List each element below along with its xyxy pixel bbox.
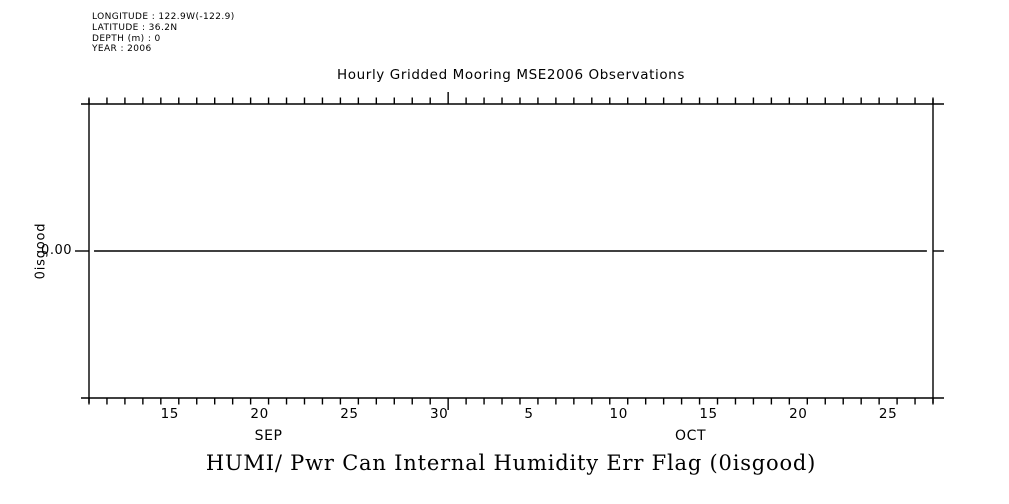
metadata-block: LONGITUDE : 122.9W(-122.9) LATITUDE : 36… [92,12,235,55]
chart-bottom-title: HUMI/ Pwr Can Internal Humidity Err Flag… [205,451,817,475]
x-axis-month-label: OCT [675,428,706,444]
metadata-depth: DEPTH (m) : 0 [92,33,161,44]
x-axis-tick-label: 5 [524,406,533,422]
x-axis-tick-label: 10 [610,406,628,422]
x-axis-tick-label: 15 [699,406,717,422]
x-axis-tick-label: 20 [250,406,268,422]
metadata-year: YEAR : 2006 [92,44,152,55]
x-axis-tick-label: 20 [789,406,807,422]
y-axis-tick-label: 0.00 [41,243,72,258]
x-axis-tick-label: 25 [340,406,358,422]
x-axis-month-label: SEP [255,428,283,444]
chart-title: Hourly Gridded Mooring MSE2006 Observati… [337,67,685,83]
metadata-longitude: LONGITUDE : 122.9W(-122.9) [92,12,235,22]
x-axis-tick-label: 25 [879,406,897,422]
x-axis-tick-label: 30 [430,406,448,422]
metadata-latitude: LATITUDE : 36.2N [92,22,178,33]
x-axis-tick-label: 15 [161,406,179,422]
